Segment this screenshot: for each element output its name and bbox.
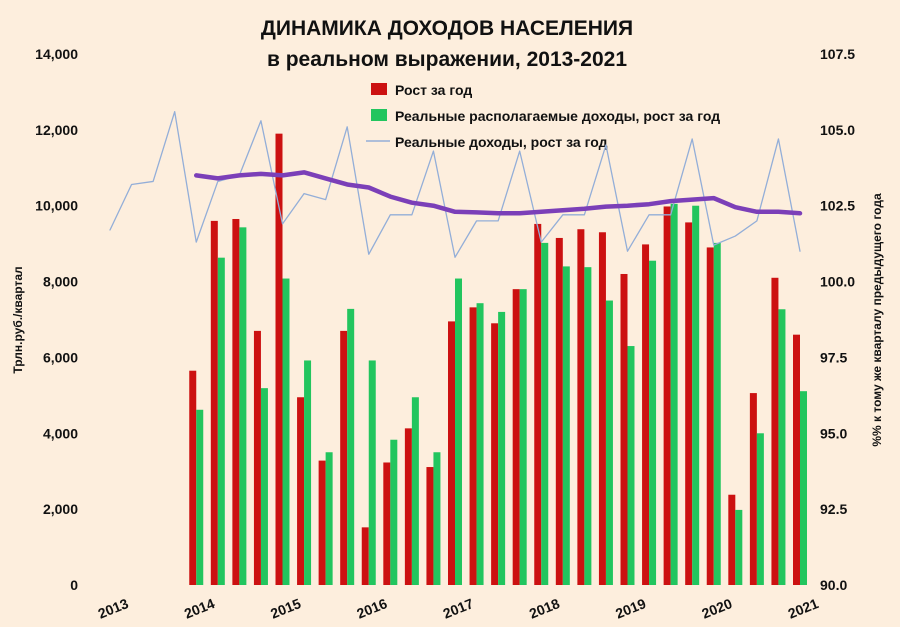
y-right-tick-label: 100.0 bbox=[820, 274, 855, 290]
bar-green bbox=[800, 391, 807, 585]
bar-red bbox=[749, 393, 757, 585]
bar-green bbox=[196, 409, 204, 585]
bar-green bbox=[649, 260, 657, 585]
bar-green bbox=[562, 266, 570, 585]
y-left-tick-label: 2,000 bbox=[43, 501, 78, 517]
bar-green bbox=[735, 509, 743, 585]
bar-red bbox=[469, 307, 477, 585]
y-left-tick-label: 8,000 bbox=[43, 274, 78, 290]
bar-red bbox=[793, 334, 800, 585]
bar-green bbox=[390, 439, 398, 585]
y-axis-left-label: Трлн.руб./квартал bbox=[11, 266, 25, 373]
bar-green bbox=[455, 278, 462, 585]
bar-red bbox=[383, 462, 391, 585]
bar-green bbox=[304, 360, 312, 585]
bar-red bbox=[253, 330, 261, 585]
bar-red bbox=[404, 428, 412, 585]
bar-green bbox=[627, 346, 635, 585]
bar-green bbox=[605, 300, 613, 585]
y-right-tick-label: 97.5 bbox=[820, 349, 847, 365]
y-axis-left-ticks: 0 2,000 4,000 6,000 8,000 10,000 12,000 14,000 bbox=[35, 46, 78, 593]
legend-swatch-green bbox=[371, 109, 387, 121]
bar-red bbox=[555, 237, 563, 586]
bar-red bbox=[642, 244, 650, 585]
bar-red bbox=[491, 323, 499, 585]
bar-red bbox=[232, 218, 240, 585]
bar-green bbox=[692, 205, 700, 585]
y-right-tick-label: 95.0 bbox=[820, 425, 847, 441]
bar-green bbox=[239, 227, 247, 586]
bar-green bbox=[778, 309, 786, 585]
bar-green bbox=[498, 311, 506, 585]
bar-green bbox=[476, 303, 484, 585]
bar-red bbox=[210, 220, 218, 585]
y-axis-right-ticks: 90.0 92.5 95.0 97.5 100.0 102.5 105.0 107.5 bbox=[820, 46, 855, 593]
bar-red bbox=[426, 467, 434, 585]
y-axis-right-label: %% к тому же кварталу предыдущего года bbox=[870, 193, 884, 447]
y-left-tick-label: 10,000 bbox=[35, 198, 78, 214]
y-right-tick-label: 102.5 bbox=[820, 198, 855, 214]
bar-red bbox=[685, 222, 693, 585]
lines bbox=[109, 111, 803, 258]
bar-red bbox=[706, 247, 714, 585]
bar-green bbox=[325, 452, 333, 585]
bar-green bbox=[713, 242, 721, 586]
legend-label-green: Реальные располагаемые доходы, рост за г… bbox=[395, 108, 720, 124]
bar-red bbox=[361, 527, 369, 585]
bar-green bbox=[756, 433, 764, 585]
bar-green bbox=[217, 257, 225, 585]
y-left-tick-label: 12,000 bbox=[35, 122, 78, 138]
y-right-tick-label: 105.0 bbox=[820, 122, 855, 138]
bar-red bbox=[663, 206, 671, 586]
bar-red bbox=[728, 494, 736, 585]
bar-green bbox=[282, 278, 290, 585]
y-right-tick-label: 107.5 bbox=[820, 46, 855, 62]
bar-red bbox=[512, 289, 520, 585]
bar-red bbox=[771, 277, 779, 585]
bar-green bbox=[670, 203, 678, 585]
bar-red bbox=[297, 397, 305, 585]
y-left-tick-label: 6,000 bbox=[43, 349, 78, 365]
bar-green bbox=[411, 397, 419, 585]
bar-green bbox=[368, 360, 376, 585]
bar-green bbox=[433, 452, 441, 585]
y-right-tick-label: 90.0 bbox=[820, 577, 847, 593]
bar-green bbox=[260, 388, 268, 585]
legend-label-line: Реальные доходы, рост за год bbox=[395, 134, 608, 150]
bar-red bbox=[340, 330, 348, 585]
bar-red bbox=[189, 370, 197, 585]
chart-title-line2: в реальном выражении, 2013-2021 bbox=[267, 48, 627, 71]
bar-red bbox=[534, 223, 542, 586]
y-left-tick-label: 0 bbox=[70, 577, 78, 593]
y-right-tick-label: 92.5 bbox=[820, 501, 847, 517]
line-thick bbox=[194, 170, 803, 216]
bar-green bbox=[584, 267, 592, 585]
chart-title-line1: ДИНАМИКА ДОХОДОВ НАСЕЛЕНИЯ bbox=[261, 17, 633, 40]
bar-red bbox=[275, 133, 283, 585]
bar-green bbox=[519, 289, 527, 585]
legend-label-red: Рост за год bbox=[395, 82, 472, 98]
bar-green bbox=[541, 242, 549, 586]
bar-red bbox=[598, 232, 606, 585]
y-left-tick-label: 4,000 bbox=[43, 425, 78, 441]
legend: Рост за год Реальные располагаемые доход… bbox=[366, 82, 720, 150]
bar-green bbox=[347, 308, 355, 585]
bar-red bbox=[448, 321, 455, 585]
bars bbox=[189, 133, 807, 586]
bar-red bbox=[620, 273, 628, 585]
bar-red bbox=[318, 460, 326, 585]
legend-swatch-red bbox=[371, 83, 387, 95]
y-left-tick-label: 14,000 bbox=[35, 46, 78, 62]
bar-red bbox=[577, 229, 585, 586]
